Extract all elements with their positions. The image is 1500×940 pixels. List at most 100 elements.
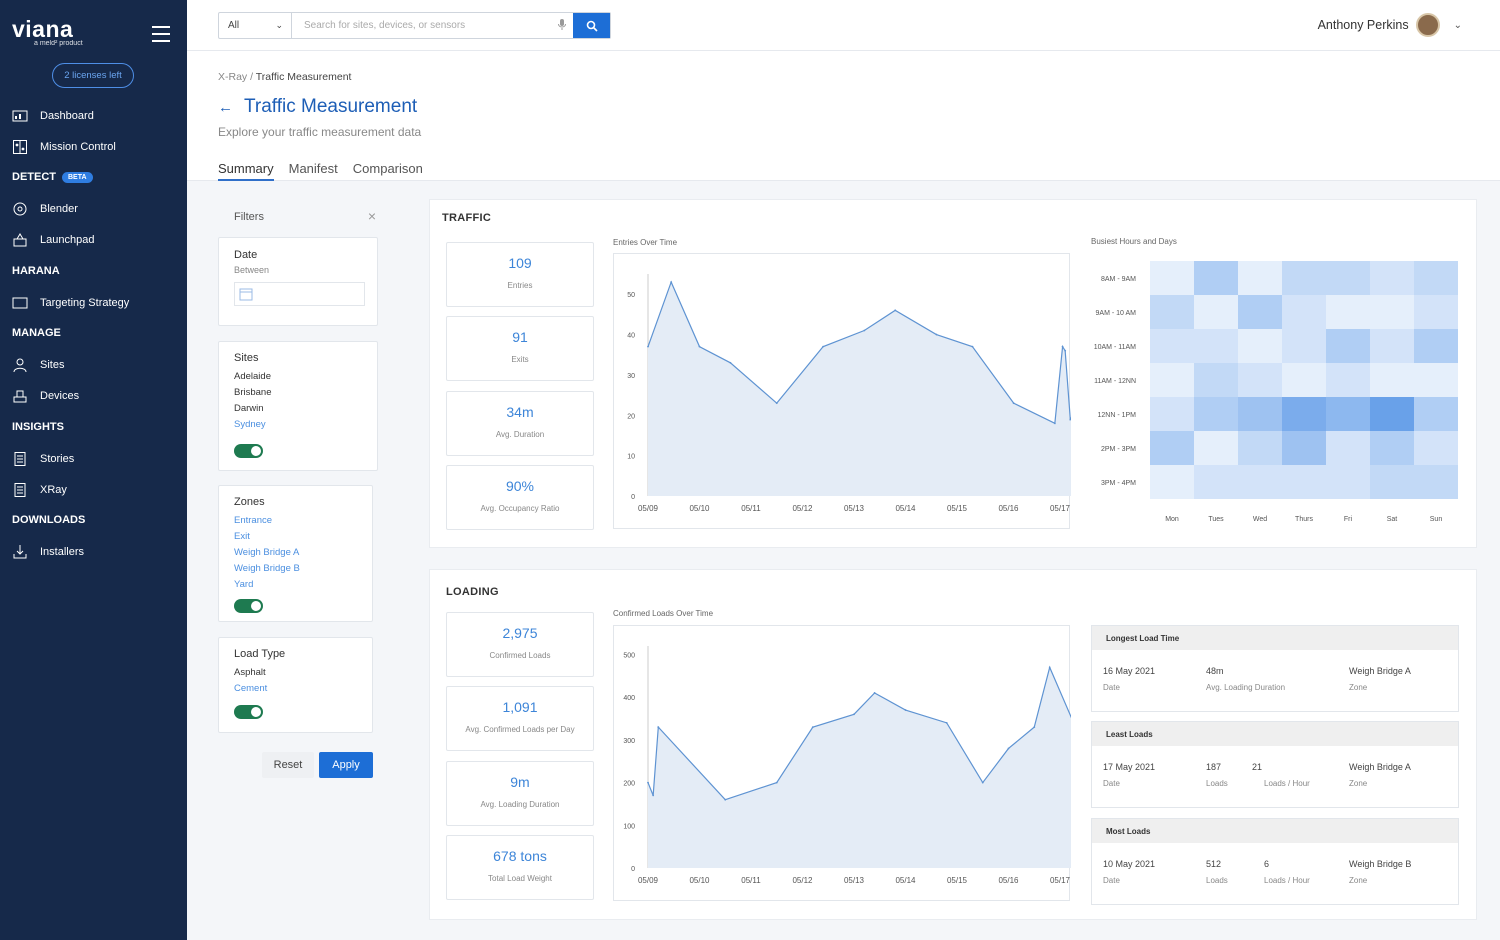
loading-title: LOADING — [446, 586, 499, 598]
sidebar-item-xray[interactable]: XRay — [12, 482, 67, 498]
site-option-brisbane[interactable]: Brisbane — [234, 387, 272, 398]
data-point — [811, 726, 814, 729]
heatmap-row-label: 11AM - 12NN — [1094, 378, 1136, 385]
heatmap-col-label: Wed — [1253, 516, 1267, 523]
heatmap-title: Busiest Hours and Days — [1091, 237, 1177, 246]
heatmap-cell — [1370, 397, 1414, 431]
apply-button[interactable]: Apply — [319, 752, 373, 778]
data-point — [647, 781, 649, 784]
heatmap-cell — [1194, 363, 1238, 397]
date-range-input[interactable] — [234, 282, 365, 306]
heatmap-col-label: Sat — [1387, 516, 1398, 523]
zone-option-exit[interactable]: Exit — [234, 531, 250, 542]
value: Weigh Bridge A — [1349, 666, 1411, 676]
viana-logo[interactable]: viana a meld² product — [12, 18, 83, 48]
reset-button[interactable]: Reset — [262, 752, 314, 778]
user-menu[interactable]: Anthony Perkins ⌄ — [1318, 13, 1462, 37]
sidebar-item-label: Blender — [40, 203, 78, 215]
dashboard-icon — [12, 110, 28, 122]
filters-header: Filters × — [218, 201, 378, 237]
sidebar-item-stories[interactable]: Stories — [12, 451, 74, 467]
licenses-button[interactable]: 2 licenses left — [52, 63, 134, 88]
search-scope-select[interactable]: All ⌄ — [219, 13, 292, 38]
calendar-icon — [239, 288, 253, 301]
heatmap-cell — [1150, 261, 1194, 295]
site-option-sydney[interactable]: Sydney — [234, 419, 266, 430]
load-type-toggle[interactable] — [234, 705, 263, 719]
y-tick-label: 0 — [631, 866, 635, 873]
tab-manifest[interactable]: Manifest — [288, 161, 338, 176]
sidebar-item-dashboard[interactable]: Dashboard — [12, 108, 94, 124]
sidebar-item-label: Launchpad — [40, 234, 95, 246]
series-line — [647, 280, 1076, 425]
x-tick-label: 05/09 — [638, 504, 659, 513]
section-manage: MANAGE — [12, 327, 61, 339]
sidebar-item-sites[interactable]: Sites — [12, 357, 64, 373]
top-bar: All ⌄ Search for sites, devices, or sens… — [187, 0, 1500, 51]
hamburger-menu-icon[interactable] — [152, 26, 170, 47]
y-tick-label: 300 — [623, 738, 635, 745]
sidebar-item-label: Dashboard — [40, 110, 94, 122]
kpi-value: 91 — [512, 329, 528, 345]
kpi-entries: 109 Entries — [446, 242, 594, 307]
microphone-icon[interactable] — [557, 18, 567, 32]
sidebar-item-blender[interactable]: Blender — [12, 201, 78, 217]
breadcrumb-xray[interactable]: X-Ray — [218, 71, 248, 83]
heatmap-cell — [1414, 261, 1458, 295]
beta-badge: BETA — [62, 171, 93, 183]
tab-comparison[interactable]: Comparison — [352, 161, 423, 176]
site-option-darwin[interactable]: Darwin — [234, 403, 264, 414]
value: 10 May 2021 — [1103, 859, 1156, 869]
x-tick-label: 05/17 — [1050, 504, 1071, 513]
x-tick-label: 05/16 — [998, 876, 1019, 885]
heatmap-cell — [1414, 329, 1458, 363]
data-point — [904, 709, 907, 711]
sidebar: viana a meld² product 2 licenses left Da… — [0, 0, 187, 940]
data-point — [981, 781, 984, 784]
chevron-down-icon: ⌄ — [1453, 19, 1462, 31]
sites-toggle[interactable] — [234, 444, 263, 458]
zone-option-weigh-bridge-a[interactable]: Weigh Bridge A — [234, 547, 300, 558]
zone-option-yard[interactable]: Yard — [234, 579, 254, 590]
sidebar-item-targeting-strategy[interactable]: Targeting Strategy — [12, 295, 129, 311]
zone-option-entrance[interactable]: Entrance — [234, 515, 273, 526]
heatmap-cell — [1414, 397, 1458, 431]
kpi-label: Confirmed Loads — [489, 651, 551, 660]
sidebar-item-installers[interactable]: Installers — [12, 544, 84, 560]
search-button[interactable] — [573, 13, 610, 38]
heatmap-cell — [1282, 465, 1326, 499]
heatmap-col-label: Mon — [1165, 516, 1179, 523]
section-label: INSIGHTS — [12, 421, 64, 433]
load-option-asphalt[interactable]: Asphalt — [234, 667, 266, 678]
y-tick-label: 30 — [627, 373, 635, 380]
logo-tagline: a meld² product — [34, 40, 83, 47]
y-tick-label: 0 — [631, 494, 635, 501]
longest-duration: 48m Avg. Loading Duration — [1206, 666, 1285, 692]
date-filter-sub: Between — [234, 265, 270, 275]
site-option-adelaide[interactable]: Adelaide — [234, 371, 271, 382]
tab-summary[interactable]: Summary — [218, 161, 274, 181]
close-icon[interactable]: × — [367, 208, 376, 224]
heatmap-cell — [1194, 295, 1238, 329]
back-arrow-icon[interactable]: ← — [218, 98, 233, 116]
sidebar-item-mission-control[interactable]: Mission Control — [12, 139, 116, 155]
search-input[interactable]: Search for sites, devices, or sensors — [292, 13, 573, 38]
heatmap-cell — [1370, 295, 1414, 329]
search-bar: All ⌄ Search for sites, devices, or sens… — [218, 12, 611, 39]
y-tick-label: 100 — [623, 823, 635, 830]
least-zone: Weigh Bridge A Zone — [1349, 762, 1411, 788]
value: 17 May 2021 — [1103, 762, 1156, 772]
zone-option-weigh-bridge-b[interactable]: Weigh Bridge B — [234, 563, 300, 574]
heatmap-cell — [1414, 431, 1458, 465]
breadcrumb: X-Ray / Traffic Measurement — [218, 71, 351, 83]
loads-chart: 0 100 200 300 400 500 05/09 05/10 05/11 05/12 05/1… — [613, 625, 1077, 901]
load-option-cement[interactable]: Cement — [234, 683, 268, 694]
zones-toggle[interactable] — [234, 599, 263, 613]
sidebar-item-launchpad[interactable]: Launchpad — [12, 232, 94, 248]
x-tick-label: 05/12 — [792, 876, 813, 885]
sidebar-item-devices[interactable]: Devices — [12, 388, 79, 404]
data-point — [724, 798, 727, 801]
section-harana: HARANA — [12, 265, 60, 277]
date-filter: Date Between — [218, 237, 378, 326]
launchpad-icon — [13, 233, 27, 247]
